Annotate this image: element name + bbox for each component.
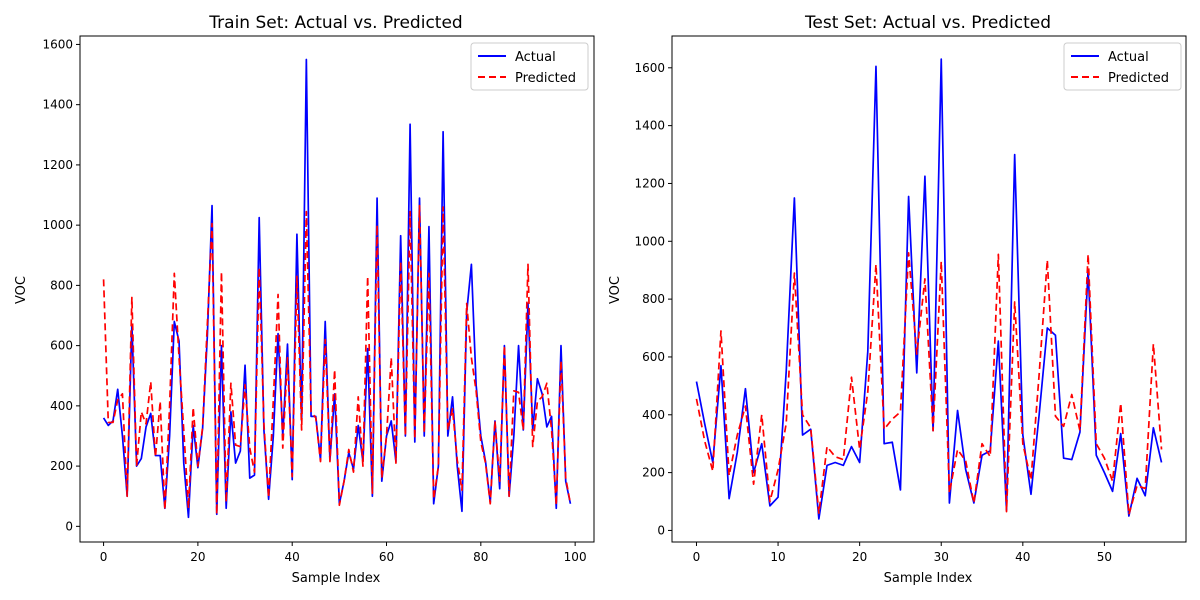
y-tick-label: 200	[50, 459, 73, 473]
legend: Actual Predicted	[470, 42, 589, 91]
y-tick-label: 400	[50, 399, 73, 413]
plot-area	[102, 58, 572, 519]
y-axis-label: VOC	[14, 276, 29, 304]
y-tick-label: 600	[642, 350, 665, 364]
y-tick-label: 1200	[42, 158, 73, 172]
y-tick-label: 800	[50, 278, 73, 292]
chart-title: Train Set: Actual vs. Predicted	[208, 13, 462, 33]
legend-label-actual: Actual	[515, 50, 556, 65]
series-line-predicted	[695, 252, 1163, 516]
y-tick-label: 1000	[42, 218, 73, 232]
legend: Actual Predicted	[1063, 42, 1182, 91]
test-chart: Test Set: Actual vs. Predicted Sample In…	[608, 13, 1187, 586]
y-tick-label: 1600	[42, 37, 73, 51]
y-tick-label: 200	[642, 466, 665, 480]
y-tick-label: 1400	[634, 119, 665, 133]
x-tick-label: 50	[1097, 550, 1112, 564]
train-chart: Train Set: Actual vs. Predicted Sample I…	[14, 13, 595, 586]
legend-box	[470, 42, 589, 91]
x-tick-label: 10	[770, 550, 785, 564]
x-tick-label: 100	[564, 550, 587, 564]
y-tick-label: 1200	[634, 176, 665, 190]
x-tick-label: 20	[852, 550, 867, 564]
plot-area	[695, 58, 1163, 520]
legend-label-predicted: Predicted	[515, 71, 576, 86]
x-tick-label: 20	[190, 550, 205, 564]
x-tick-label: 60	[379, 550, 394, 564]
y-tick-label: 0	[657, 523, 665, 537]
legend-label-predicted: Predicted	[1108, 71, 1169, 86]
y-tick-label: 1000	[634, 234, 665, 248]
legend-box	[1063, 42, 1182, 91]
x-tick-label: 40	[1015, 550, 1030, 564]
y-tick-label: 1600	[634, 61, 665, 75]
x-tick-label: 0	[693, 550, 701, 564]
axes-frame	[671, 35, 1187, 543]
x-tick-label: 0	[100, 550, 108, 564]
x-tick-label: 30	[934, 550, 949, 564]
axes-frame	[79, 35, 595, 543]
y-axis-label: VOC	[608, 276, 623, 304]
x-tick-label: 80	[473, 550, 488, 564]
x-axis-label: Sample Index	[292, 571, 381, 586]
axis-ticks: 0 10 20 30 40 50 0 200 400 600 800 1000 1200 1400 1600	[634, 61, 1112, 564]
x-axis-label: Sample Index	[884, 571, 973, 586]
axis-ticks: 0 20 40 60 80 1000200400600800100012001400160…	[42, 37, 586, 564]
y-tick-label: 0	[65, 519, 73, 533]
y-tick-label: 400	[642, 408, 665, 422]
series-line-actual	[695, 58, 1163, 520]
x-tick-label: 40	[285, 550, 300, 564]
legend-label-actual: Actual	[1108, 50, 1149, 65]
y-tick-label: 1400	[42, 98, 73, 112]
y-tick-label: 800	[642, 292, 665, 306]
series-line-predicted	[102, 204, 572, 516]
y-tick-label: 600	[50, 339, 73, 353]
chart-title: Test Set: Actual vs. Predicted	[804, 13, 1051, 33]
